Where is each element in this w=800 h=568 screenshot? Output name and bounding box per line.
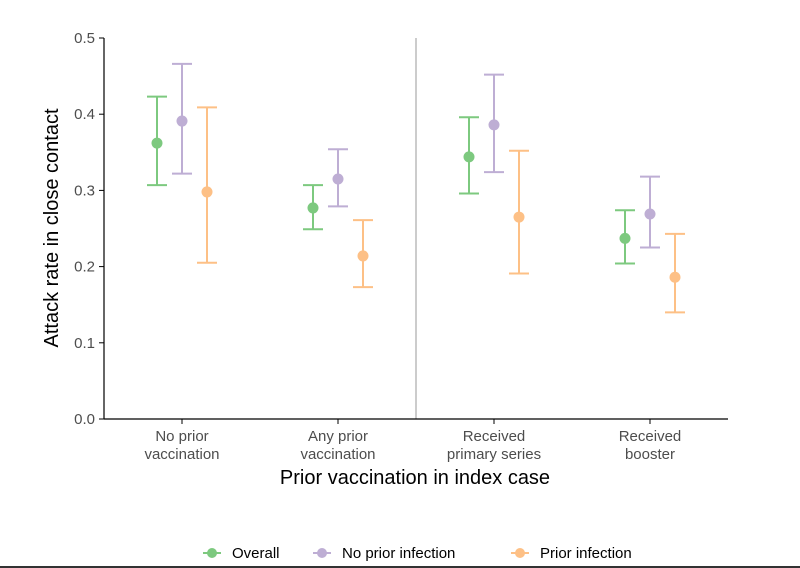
legend-item: Prior infection <box>511 545 632 562</box>
legend-item: Overall <box>203 545 280 562</box>
data-point <box>151 137 163 149</box>
legend-key-point <box>207 548 217 558</box>
x-tick-label: No prior vaccination <box>144 428 219 463</box>
legend-item: No prior infection <box>313 545 455 562</box>
x-tick-label-line: Any prior <box>308 428 368 445</box>
data-point <box>176 115 188 127</box>
window-bottom-edge <box>0 566 800 568</box>
data-point <box>669 271 681 283</box>
data-point <box>201 186 213 198</box>
data-point <box>463 151 475 163</box>
x-tick-label: Received booster <box>619 428 682 463</box>
y-axis-title: Attack rate in close contact <box>41 108 63 347</box>
series-layer <box>147 62 685 314</box>
x-tick-label-line: vaccination <box>300 446 375 463</box>
data-point <box>307 202 319 214</box>
legend-label: Prior infection <box>540 545 632 562</box>
x-tick-label: Received primary series <box>447 428 541 463</box>
y-tick-label: 0.4 <box>74 106 95 123</box>
y-tick-label: 0.5 <box>74 30 95 47</box>
data-point <box>619 232 631 244</box>
data-point <box>332 173 344 185</box>
legend: Overall No prior infection Prior infection <box>203 545 632 562</box>
x-tick-label-line: primary series <box>447 446 541 463</box>
legend-key-point <box>317 548 327 558</box>
data-point <box>644 208 656 220</box>
axes: 0.00.10.20.30.40.5No prior vaccinationAny… <box>74 30 728 463</box>
x-tick-label-line: No prior <box>155 428 208 445</box>
x-axis-title: Prior vaccination in index case <box>280 467 550 489</box>
series-no-prior-infection <box>172 62 660 249</box>
legend-label: No prior infection <box>342 545 455 562</box>
data-point <box>488 119 500 131</box>
y-tick-label: 0.0 <box>74 411 95 428</box>
legend-key-point <box>515 548 525 558</box>
x-tick-label: Any prior vaccination <box>300 428 375 463</box>
x-tick-label-line: Received <box>463 428 526 445</box>
data-point <box>513 211 525 223</box>
series-prior-infection <box>197 106 685 314</box>
series-overall <box>147 95 635 265</box>
y-tick-label: 0.1 <box>74 335 95 352</box>
y-tick-label: 0.3 <box>74 182 95 199</box>
x-tick-label-line: vaccination <box>144 446 219 463</box>
y-tick-label: 0.2 <box>74 259 95 276</box>
data-point <box>357 250 369 262</box>
x-tick-label-line: booster <box>625 446 675 463</box>
legend-label: Overall <box>232 545 280 562</box>
x-tick-label-line: Received <box>619 428 682 445</box>
